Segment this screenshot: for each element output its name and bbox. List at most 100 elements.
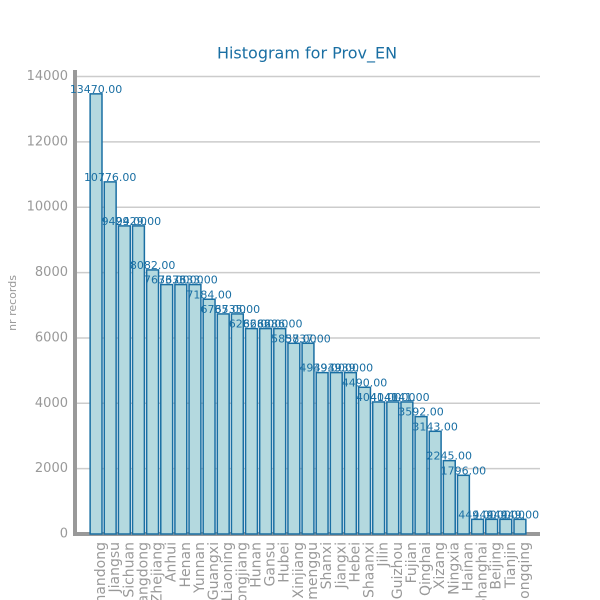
x-tick-label: Hainan: [460, 542, 476, 591]
value-label: 1796.00: [441, 464, 487, 477]
bar: [287, 342, 301, 535]
bar: [273, 327, 287, 535]
value-label: 449.00: [487, 508, 526, 521]
x-tick-label: Shanghai: [475, 542, 491, 600]
x-tick-label: Shaanxi: [362, 542, 378, 598]
value-label: 6286.00: [257, 318, 303, 331]
x-tick-label: Shandong: [93, 542, 109, 600]
y-tick-label: 4000: [35, 396, 68, 411]
y-tick-label: 6000: [35, 330, 68, 345]
x-tick-label: Jiangxi: [333, 542, 349, 590]
value-label: 9429.00: [102, 215, 148, 228]
bar: [371, 401, 386, 535]
x-tick-label: Qinghai: [418, 542, 434, 596]
value-label: 4041.00: [384, 391, 430, 404]
x-tick-label: Henan: [178, 542, 194, 587]
x-tick-label: Gansu: [263, 542, 279, 586]
x-tick-label: Xinjiang: [291, 542, 307, 598]
bar: [315, 371, 329, 535]
x-tick-label: Hebei: [347, 542, 363, 583]
x-tick-label: Guizhou: [390, 542, 406, 599]
bar: [202, 298, 216, 535]
value-label: 4939.00: [314, 362, 360, 375]
x-tick-label: Zhejiang: [150, 542, 166, 600]
bar: [160, 283, 174, 535]
value-label: 449.00: [458, 508, 497, 521]
chart-title: Histogram for Prov_EN: [217, 44, 397, 64]
y-tick-label: 12000: [27, 134, 68, 149]
bar: [414, 415, 428, 535]
x-tick-label: Shanxi: [319, 542, 335, 589]
bar: [131, 225, 146, 535]
x-tick-label: Chongqing: [517, 542, 533, 600]
bar: [386, 401, 400, 535]
y-tick-label: 0: [60, 527, 68, 542]
y-tick-label: 14000: [27, 69, 68, 84]
bar: [428, 430, 442, 535]
y-tick-label: 10000: [27, 200, 68, 215]
value-label: 4939.00: [328, 362, 374, 375]
x-tick-label: Xizang: [432, 542, 448, 589]
value-label: 7633.00: [144, 274, 190, 287]
x-tick-label: Heilongjiang: [234, 542, 250, 600]
x-tick-label: Jilin: [376, 542, 392, 568]
value-label: 6286.00: [229, 318, 275, 331]
x-tick-label: Tianjin: [503, 542, 519, 589]
bar: [188, 283, 202, 535]
bar: [174, 283, 188, 535]
bar: [89, 93, 103, 535]
bar: [117, 225, 132, 535]
y-tick-label: 2000: [35, 461, 68, 476]
x-tick-label: Yunnan: [192, 542, 208, 594]
y-tick-label: 8000: [35, 265, 68, 280]
value-label: 7633.00: [158, 274, 204, 287]
bar: [230, 313, 245, 535]
x-tick-label: Hubei: [277, 542, 293, 583]
x-tick-label: Hunan: [248, 542, 264, 588]
y-axis-label: nr records: [6, 275, 19, 331]
value-label: 4939.00: [299, 362, 345, 375]
bar: [343, 371, 358, 535]
bar: [244, 327, 259, 535]
value-label: 449.00: [472, 508, 511, 521]
value-label: 8082.00: [130, 259, 176, 272]
bar: [216, 313, 230, 535]
x-tick-label: Ningxia: [446, 542, 462, 595]
x-tick-label: Jiangsu: [107, 542, 123, 594]
x-tick-label: Fujian: [404, 542, 420, 583]
bar: [484, 518, 499, 535]
bar: [301, 342, 315, 535]
x-tick-label: Neimenggu: [305, 542, 321, 600]
value-label: 13470.00: [70, 83, 123, 96]
value-label: 6286.00: [243, 318, 289, 331]
x-tick-label: Beijing: [489, 542, 505, 590]
bar: [145, 269, 160, 535]
value-label: 449.00: [501, 508, 540, 521]
bar: [513, 518, 527, 535]
x-tick-label: Anhui: [164, 542, 180, 582]
value-label: 9429.00: [116, 215, 162, 228]
bar: [329, 371, 343, 535]
value-label: 6735.00: [200, 303, 246, 316]
x-tick-label: Guangxi: [206, 542, 222, 600]
value-label: 3592.00: [398, 406, 444, 419]
value-label: 2245.00: [427, 450, 473, 463]
value-label: 4041.00: [370, 391, 416, 404]
bar: [456, 474, 471, 535]
bar: [400, 401, 414, 535]
x-tick-label: Sichuan: [121, 542, 137, 598]
value-label: 7184.00: [186, 288, 232, 301]
bar: [258, 327, 273, 535]
value-label: 4490.00: [342, 376, 388, 389]
x-tick-label: Liaoning: [220, 542, 236, 600]
bar: [103, 181, 117, 535]
value-label: 6735.00: [215, 303, 261, 316]
bar: [357, 386, 372, 535]
bar: [442, 459, 456, 535]
value-label: 3143.00: [412, 420, 458, 433]
value-label: 5837.00: [285, 332, 331, 345]
value-label: 5837.00: [271, 332, 317, 345]
x-tick-label: Guangdong: [135, 542, 151, 600]
